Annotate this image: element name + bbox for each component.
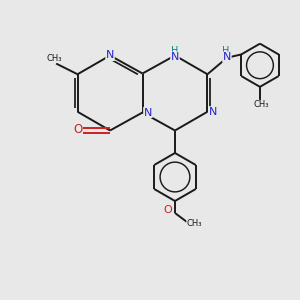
- Text: N: N: [171, 52, 179, 62]
- Text: CH₃: CH₃: [254, 100, 269, 109]
- Text: N: N: [144, 107, 152, 118]
- Text: CH₃: CH₃: [47, 54, 62, 63]
- Text: N: N: [106, 50, 114, 61]
- Text: N: N: [223, 52, 231, 62]
- Text: O: O: [73, 123, 82, 136]
- Text: H: H: [171, 46, 179, 56]
- Text: O: O: [163, 205, 172, 215]
- Text: CH₃: CH₃: [187, 219, 202, 228]
- Text: H: H: [222, 46, 229, 56]
- Text: N: N: [209, 107, 217, 117]
